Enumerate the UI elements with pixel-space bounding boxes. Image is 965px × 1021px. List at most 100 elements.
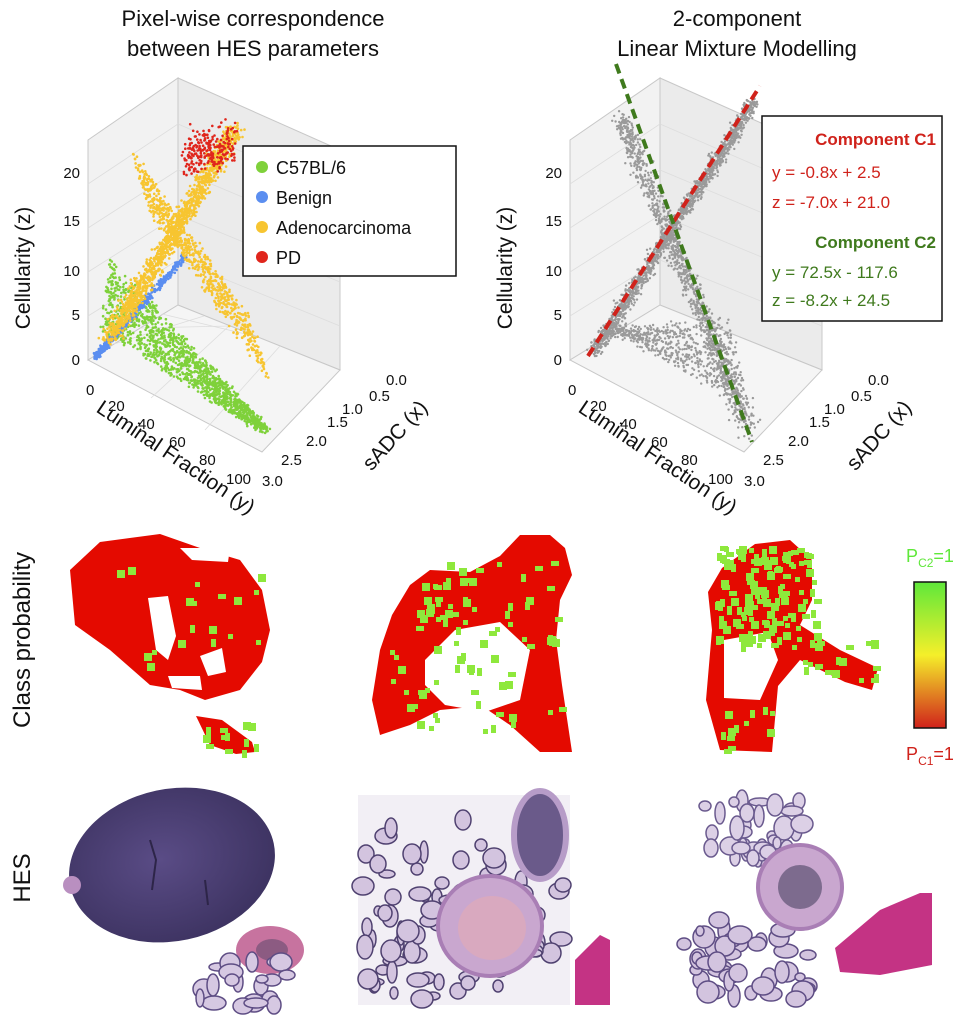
point-c57bl-6 <box>140 315 144 318</box>
point-pixel <box>673 267 677 270</box>
point-c57bl-6 <box>162 351 165 354</box>
point-adenocarcinoma <box>217 296 220 300</box>
point-pd <box>228 142 231 146</box>
point-pixel <box>685 293 688 297</box>
point-c57bl-6 <box>137 336 141 340</box>
point-pixel <box>666 326 669 329</box>
point-c57bl-6 <box>113 268 116 272</box>
point-adenocarcinoma <box>196 177 200 180</box>
point-adenocarcinoma <box>198 255 201 259</box>
point-pixel <box>689 302 693 306</box>
point-adenocarcinoma <box>237 306 240 309</box>
point-adenocarcinoma <box>195 174 199 177</box>
point-adenocarcinoma <box>166 250 170 253</box>
point-c57bl-6 <box>171 343 175 347</box>
point-c57bl-6 <box>117 288 121 292</box>
point-adenocarcinoma <box>192 243 195 247</box>
point-c57bl-6 <box>209 372 212 376</box>
point-adenocarcinoma <box>201 185 204 189</box>
point-adenocarcinoma <box>146 284 150 288</box>
point-pd <box>188 147 192 150</box>
point-adenocarcinoma <box>201 267 205 271</box>
point-pd <box>218 150 222 154</box>
point-adenocarcinoma <box>148 280 151 283</box>
point-c57bl-6 <box>144 357 148 360</box>
point-adenocarcinoma <box>213 299 216 303</box>
point-adenocarcinoma <box>128 317 132 320</box>
point-adenocarcinoma <box>121 334 124 338</box>
point-c57bl-6 <box>249 422 253 426</box>
point-c57bl-6 <box>217 384 220 388</box>
point-c57bl-6 <box>176 350 179 354</box>
point-adenocarcinoma <box>246 333 250 337</box>
point-c57bl-6 <box>159 365 163 368</box>
point-c57bl-6 <box>185 360 188 364</box>
point-c57bl-6 <box>196 390 200 393</box>
point-adenocarcinoma <box>153 260 156 263</box>
point-c57bl-6 <box>155 311 158 314</box>
point-adenocarcinoma <box>247 314 250 318</box>
point-adenocarcinoma <box>195 210 198 214</box>
point-adenocarcinoma <box>239 128 243 132</box>
point-adenocarcinoma <box>223 170 226 173</box>
point-c57bl-6 <box>197 371 200 375</box>
point-pd <box>187 154 190 157</box>
point-adenocarcinoma <box>130 307 133 310</box>
point-adenocarcinoma <box>203 271 207 274</box>
point-c57bl-6 <box>113 272 117 275</box>
point-c57bl-6 <box>169 332 172 335</box>
point-c57bl-6 <box>232 403 235 406</box>
point-pd <box>213 145 217 149</box>
point-c57bl-6 <box>158 341 162 344</box>
point-c57bl-6 <box>233 398 236 401</box>
point-pd <box>218 165 221 169</box>
point-c57bl-6 <box>164 327 167 331</box>
point-c57bl-6 <box>182 338 186 342</box>
point-adenocarcinoma <box>171 247 174 250</box>
point-adenocarcinoma <box>160 270 164 274</box>
point-c57bl-6 <box>147 304 151 308</box>
point-adenocarcinoma <box>142 273 146 276</box>
point-c57bl-6 <box>260 422 263 425</box>
point-adenocarcinoma <box>175 231 179 234</box>
chart-a-title-line1: Pixel-wise correspondence <box>122 6 385 31</box>
point-adenocarcinoma <box>145 260 148 264</box>
point-benign <box>150 286 154 289</box>
point-adenocarcinoma <box>159 245 163 249</box>
point-c57bl-6 <box>160 335 164 338</box>
point-c57bl-6 <box>202 363 205 367</box>
point-c57bl-6 <box>110 310 113 314</box>
point-c57bl-6 <box>178 369 181 372</box>
point-adenocarcinoma <box>150 248 154 251</box>
point-pd <box>198 158 201 162</box>
point-c57bl-6 <box>214 400 217 404</box>
point-c57bl-6 <box>170 365 174 368</box>
point-adenocarcinoma <box>241 135 244 139</box>
point-c57bl-6 <box>205 375 208 378</box>
point-c57bl-6 <box>114 265 118 269</box>
point-adenocarcinoma <box>141 298 144 302</box>
point-pixel <box>652 349 655 352</box>
point-c57bl-6 <box>165 364 169 368</box>
point-pd <box>208 157 212 160</box>
point-c57bl-6 <box>150 328 153 332</box>
point-c57bl-6 <box>159 348 162 352</box>
point-c57bl-6 <box>158 317 161 321</box>
point-pixel <box>665 259 669 262</box>
point-c57bl-6 <box>227 390 231 394</box>
point-c57bl-6 <box>230 405 233 409</box>
point-adenocarcinoma <box>208 262 212 266</box>
chart-a-xtick-1.0: 1.0 <box>342 401 363 418</box>
point-adenocarcinoma <box>133 276 136 280</box>
chart-a-xtick-2.5: 2.5 <box>281 452 302 469</box>
point-pixel <box>650 331 654 335</box>
point-adenocarcinoma <box>155 198 159 201</box>
point-adenocarcinoma <box>157 257 161 260</box>
point-adenocarcinoma <box>235 324 239 327</box>
point-pd <box>190 156 193 160</box>
point-c57bl-6 <box>225 397 228 401</box>
point-adenocarcinoma <box>240 304 244 308</box>
point-c57bl-6 <box>164 345 168 348</box>
point-pixel <box>617 110 621 113</box>
